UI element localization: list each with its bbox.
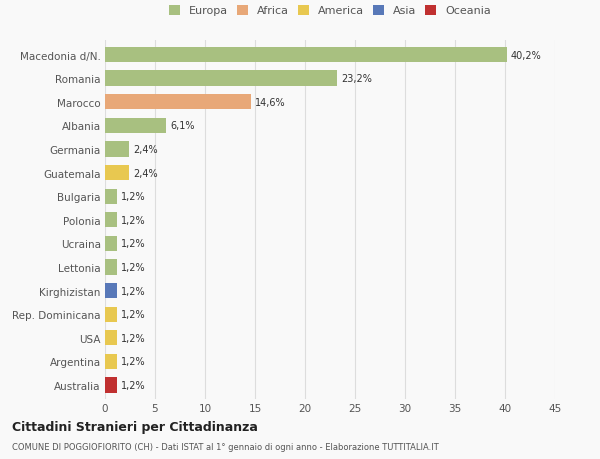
- Text: 1,2%: 1,2%: [121, 286, 146, 296]
- Bar: [105, 71, 337, 87]
- Text: 1,2%: 1,2%: [121, 239, 146, 249]
- Bar: [105, 354, 117, 369]
- Bar: [105, 283, 117, 299]
- Text: 2,4%: 2,4%: [133, 145, 158, 155]
- Text: Cittadini Stranieri per Cittadinanza: Cittadini Stranieri per Cittadinanza: [12, 420, 258, 433]
- Bar: [105, 142, 129, 157]
- Text: 1,2%: 1,2%: [121, 333, 146, 343]
- Bar: [105, 260, 117, 275]
- Text: 23,2%: 23,2%: [341, 74, 372, 84]
- Text: 1,2%: 1,2%: [121, 263, 146, 273]
- Bar: [105, 213, 117, 228]
- Bar: [105, 307, 117, 322]
- Legend: Europa, Africa, America, Asia, Oceania: Europa, Africa, America, Asia, Oceania: [169, 6, 491, 17]
- Text: COMUNE DI POGGIOFIORITO (CH) - Dati ISTAT al 1° gennaio di ogni anno - Elaborazi: COMUNE DI POGGIOFIORITO (CH) - Dati ISTA…: [12, 442, 439, 451]
- Bar: [105, 378, 117, 393]
- Bar: [105, 189, 117, 204]
- Text: 2,4%: 2,4%: [133, 168, 158, 178]
- Bar: [105, 118, 166, 134]
- Bar: [105, 95, 251, 110]
- Text: 1,2%: 1,2%: [121, 309, 146, 319]
- Text: 40,2%: 40,2%: [511, 50, 542, 61]
- Text: 14,6%: 14,6%: [255, 98, 286, 107]
- Text: 1,2%: 1,2%: [121, 192, 146, 202]
- Text: 6,1%: 6,1%: [170, 121, 194, 131]
- Bar: [105, 236, 117, 252]
- Bar: [105, 48, 507, 63]
- Bar: [105, 330, 117, 346]
- Text: 1,2%: 1,2%: [121, 380, 146, 390]
- Text: 1,2%: 1,2%: [121, 357, 146, 367]
- Text: 1,2%: 1,2%: [121, 215, 146, 225]
- Bar: [105, 166, 129, 181]
